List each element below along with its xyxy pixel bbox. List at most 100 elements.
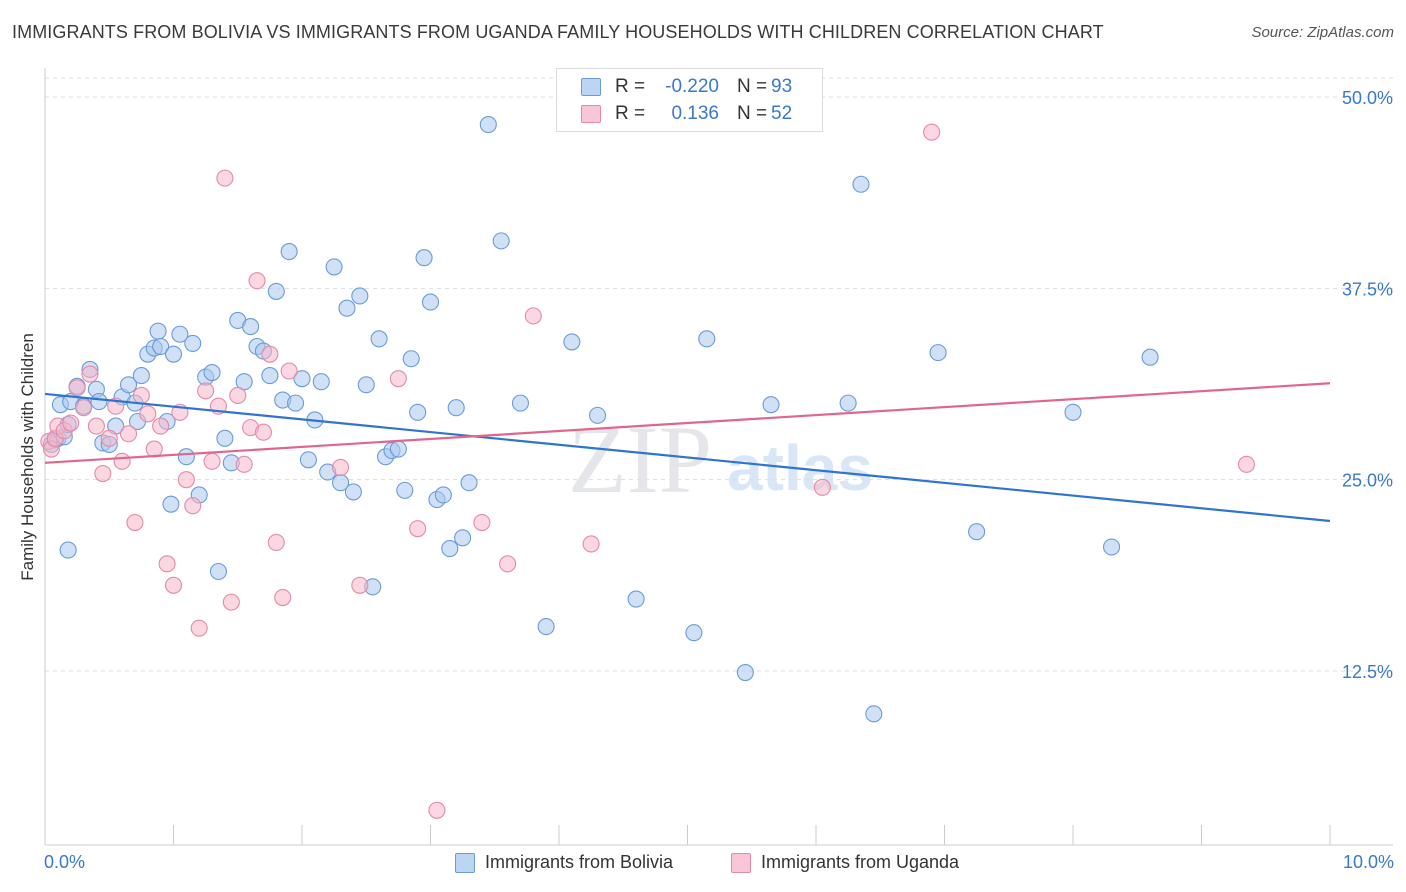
y-tick-labels: 50.0% 37.5% 25.0% 12.5%	[1342, 88, 1393, 682]
watermark: ZIP atlas	[568, 406, 873, 513]
bolivia-point	[968, 523, 986, 541]
uganda-point	[216, 169, 234, 187]
bolivia-point	[537, 618, 555, 636]
y-tick-label: 37.5%	[1342, 279, 1393, 299]
bolivia-point	[267, 282, 285, 300]
trend-line-uganda	[44, 382, 1331, 464]
bolivia-point	[149, 322, 167, 340]
n-value: 52	[771, 103, 793, 124]
bolivia-point	[351, 287, 369, 305]
uganda-point	[132, 386, 150, 405]
bolivia-point	[132, 367, 150, 385]
r-label: R =	[615, 76, 646, 97]
bolivia-point	[698, 330, 716, 348]
source-credit: Source: ZipAtlas.com	[1251, 24, 1394, 41]
uganda-point	[267, 533, 285, 551]
y-tick-label: 12.5%	[1342, 662, 1393, 682]
bolivia-point	[293, 370, 311, 388]
legend-item-bolivia: Immigrants from Bolivia	[455, 852, 673, 873]
uganda-point	[409, 520, 427, 538]
bolivia-point	[184, 334, 202, 352]
trend-line-bolivia	[44, 392, 1331, 523]
uganda-point	[428, 801, 446, 819]
bolivia-point	[389, 440, 407, 458]
uganda-point	[113, 452, 131, 470]
uganda-point	[94, 464, 112, 483]
bolivia-point	[736, 663, 754, 682]
bolivia-point	[59, 541, 77, 559]
bolivia-point	[152, 337, 170, 356]
legend-row-bolivia: R = -0.220 N = 93	[581, 74, 792, 100]
bolivia-point	[235, 373, 253, 391]
uganda-point	[222, 593, 240, 611]
bolivia-point	[421, 293, 440, 311]
bolivia-point	[402, 350, 420, 368]
bolivia-point	[685, 624, 703, 642]
bolivia-point	[171, 325, 189, 343]
r-value: 0.136	[671, 103, 719, 124]
uganda-point	[229, 386, 247, 405]
uganda-point	[190, 619, 208, 637]
uganda-point	[177, 471, 195, 489]
series-legend: Immigrants from Bolivia Immigrants from …	[0, 852, 1406, 878]
chart-title: IMMIGRANTS FROM BOLIVIA VS IMMIGRANTS FR…	[12, 22, 1104, 42]
uganda-point	[473, 513, 491, 532]
uganda-point	[280, 362, 298, 380]
series-bolivia-points	[42, 116, 1159, 723]
bolivia-point	[209, 562, 228, 581]
bolivia-point	[839, 394, 857, 412]
bolivia-point	[203, 363, 221, 382]
bolivia-point	[1064, 403, 1082, 421]
bolivia-point	[447, 399, 465, 417]
trend-lines	[44, 382, 1331, 523]
n-label: N =	[737, 76, 768, 97]
uganda-point	[331, 458, 350, 476]
uganda-point	[81, 365, 99, 383]
uganda-point	[351, 576, 369, 594]
legend-row-uganda: R = 0.136 N = 52	[581, 101, 792, 127]
uganda-point	[62, 414, 80, 432]
bolivia-point	[588, 406, 607, 424]
uganda-point	[158, 555, 176, 573]
bolivia-point	[865, 705, 883, 723]
bolivia-point	[280, 243, 298, 261]
bolivia-point	[216, 429, 234, 447]
uganda-point	[184, 497, 202, 515]
uganda-point	[164, 576, 183, 594]
bolivia-point	[162, 495, 180, 513]
bolivia-point	[409, 403, 427, 421]
uganda-point	[235, 455, 253, 473]
uganda-point	[68, 379, 86, 397]
bolivia-point	[164, 345, 183, 363]
bolivia-point	[454, 529, 472, 547]
bolivia-point	[312, 373, 330, 391]
uganda-point	[582, 535, 600, 553]
uganda-point	[499, 555, 517, 573]
bolivia-point	[177, 448, 195, 466]
n-value: 93	[771, 76, 793, 97]
n-label: N =	[737, 103, 768, 124]
uganda-point	[203, 452, 221, 470]
bolivia-point	[396, 481, 414, 499]
bolivia-point	[287, 394, 305, 412]
x-tick-min: 0.0%	[44, 852, 86, 872]
uganda-point	[261, 345, 279, 363]
bolivia-point	[415, 249, 433, 267]
uganda-point	[813, 478, 831, 496]
x-tick-max: 10.0%	[1342, 852, 1394, 872]
bolivia-point	[299, 451, 317, 469]
bolivia-point	[441, 539, 459, 558]
uganda-point	[274, 588, 292, 607]
bolivia-point	[852, 175, 870, 193]
y-axis-label: Family Households with Children	[18, 333, 37, 581]
uganda-point	[389, 370, 407, 388]
bolivia-swatch	[581, 78, 601, 96]
uganda-point	[100, 429, 118, 447]
bolivia-point	[563, 333, 581, 351]
legend-item-uganda: Immigrants from Uganda	[731, 852, 959, 873]
uganda-point	[254, 423, 273, 441]
bolivia-point	[492, 232, 510, 250]
uganda-point	[524, 307, 542, 325]
bolivia-point	[479, 116, 497, 134]
bolivia-point	[929, 344, 947, 362]
